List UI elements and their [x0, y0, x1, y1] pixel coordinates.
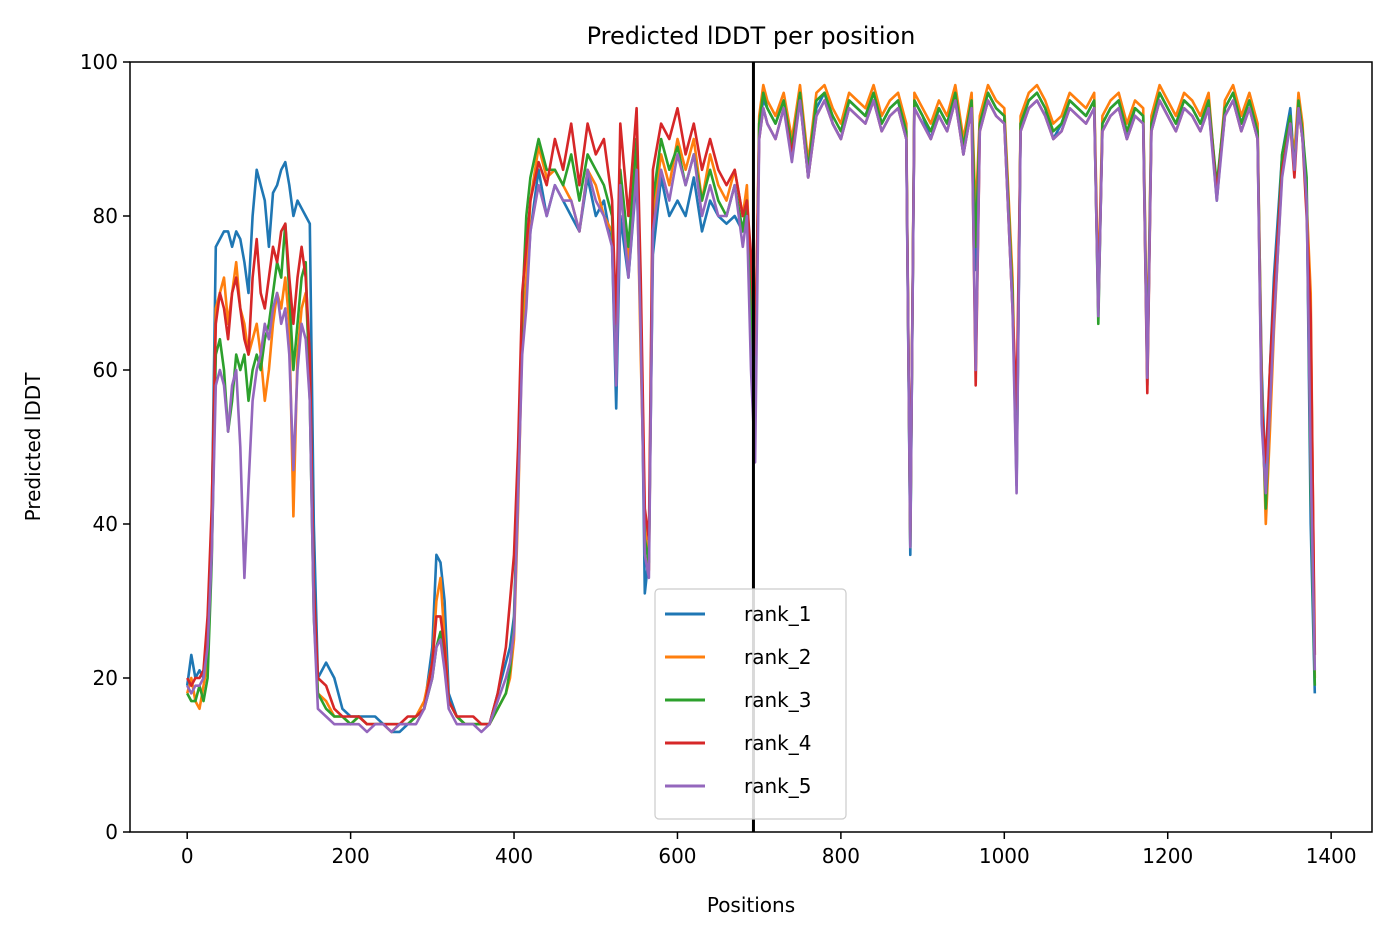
- legend-label-rank-2: rank_2: [744, 645, 811, 669]
- x-tick-label: 1200: [1142, 844, 1193, 868]
- legend-label-rank-1: rank_1: [744, 602, 811, 626]
- legend-box: [654, 588, 847, 820]
- plot-frame: [129, 61, 1373, 833]
- x-axis: 0 200 400 600 800 1000 1200 1400: [181, 832, 1357, 868]
- x-tick-label: 1000: [979, 844, 1030, 868]
- x-tick-label: 400: [495, 844, 533, 868]
- x-tick-label: 0: [181, 844, 194, 868]
- series-layer: [185, 83, 1317, 734]
- y-axis: 0 20 40 60 80 100: [80, 50, 130, 844]
- y-tick-label: 0: [105, 820, 118, 844]
- x-axis-label: Positions: [707, 893, 795, 917]
- y-tick-label: 80: [93, 204, 118, 228]
- x-tick-label: 200: [332, 844, 370, 868]
- y-tick-label: 20: [93, 666, 118, 690]
- legend: rank_1 rank_2 rank_3 rank_4 rank_5: [654, 588, 847, 820]
- chart-title: Predicted lDDT per position: [587, 22, 916, 50]
- plot-area: [129, 61, 1373, 833]
- y-tick-label: 60: [93, 358, 118, 382]
- y-tick-label: 100: [80, 50, 118, 74]
- legend-label-rank-4: rank_4: [744, 731, 811, 755]
- legend-label-rank-3: rank_3: [744, 688, 811, 712]
- y-tick-label: 40: [93, 512, 118, 536]
- y-axis-label: Predicted lDDT: [21, 372, 45, 522]
- legend-label-rank-5: rank_5: [744, 774, 811, 798]
- x-tick-label: 600: [658, 844, 696, 868]
- x-tick-label: 1400: [1306, 844, 1357, 868]
- x-tick-label: 800: [822, 844, 860, 868]
- series-line-rank-5: [186, 99, 1317, 734]
